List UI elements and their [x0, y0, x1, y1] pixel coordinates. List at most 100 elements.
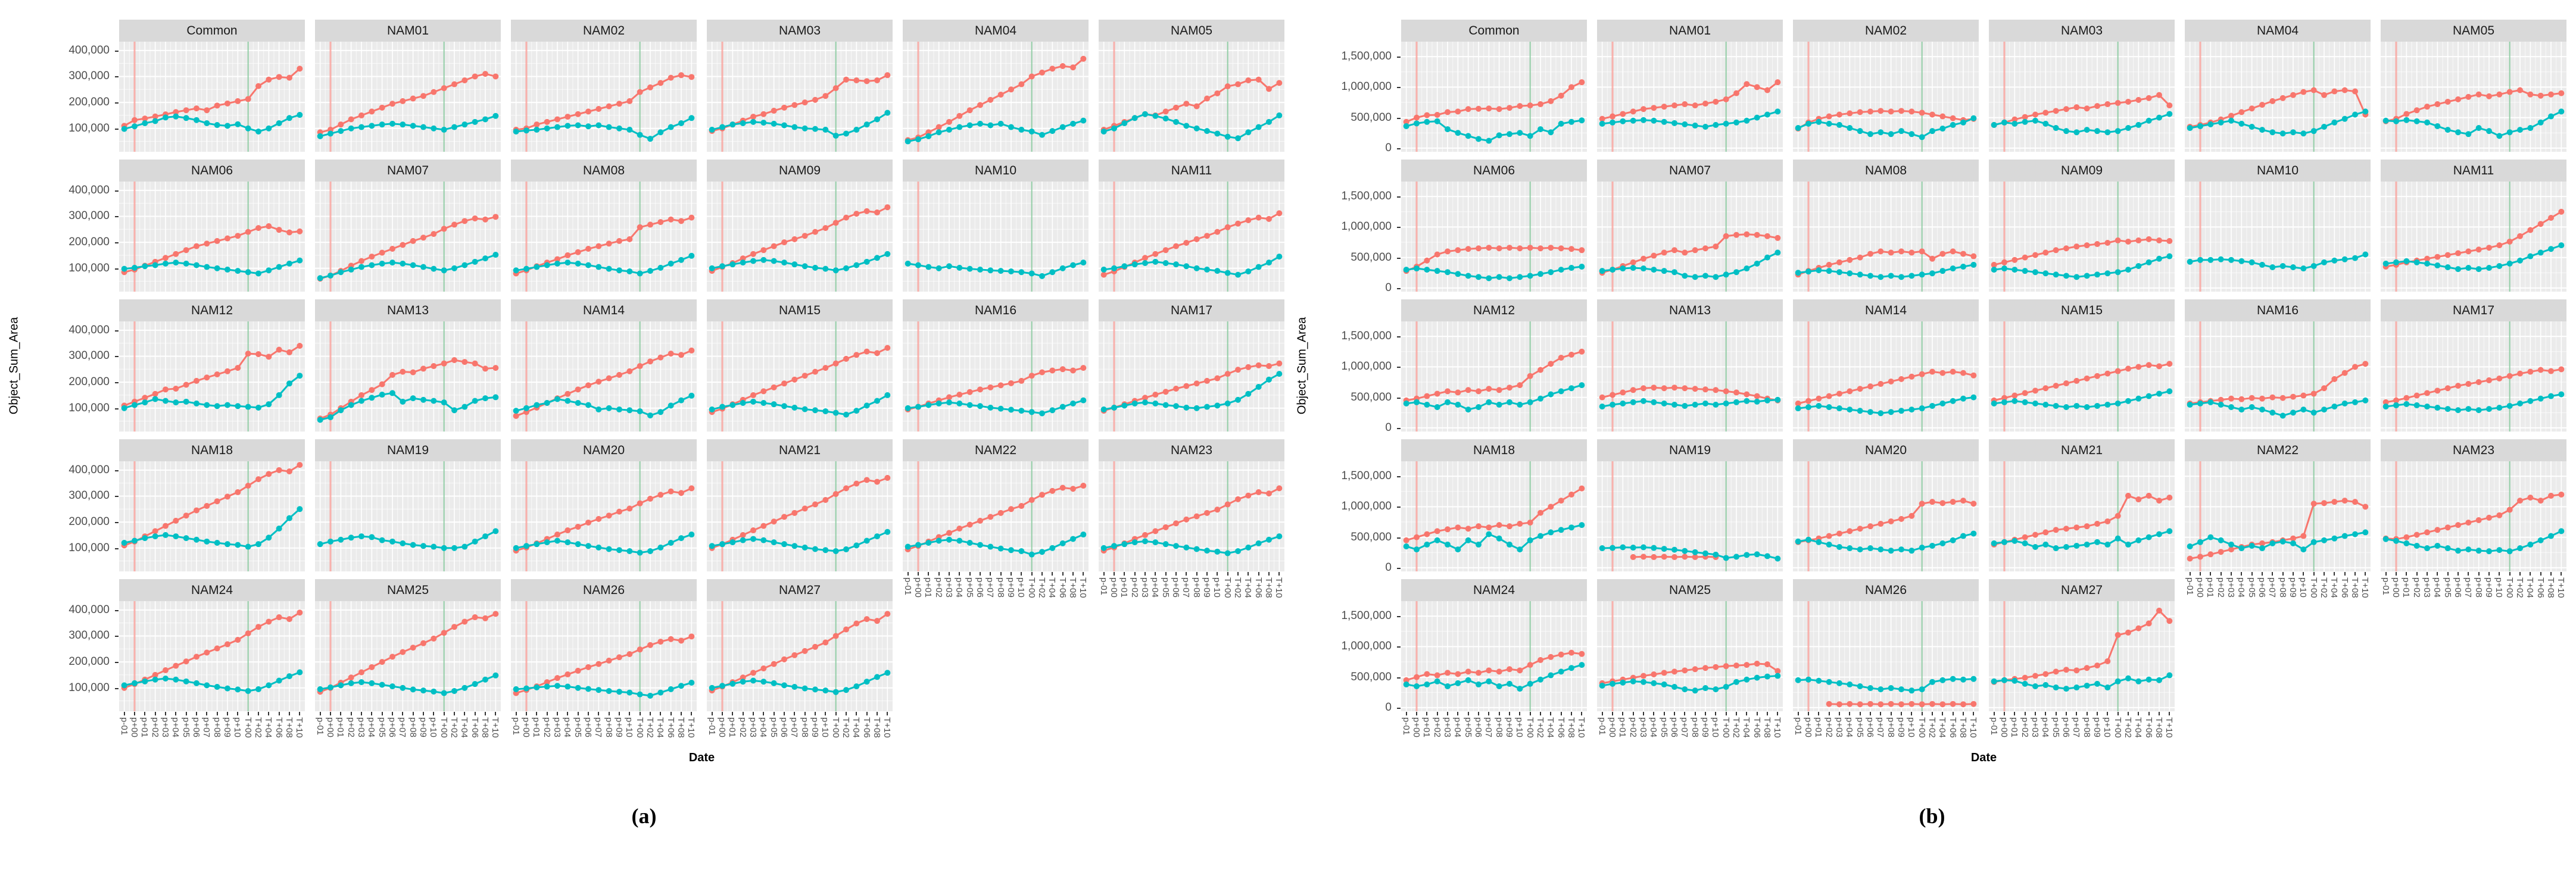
x-tick-label: T+02 [645, 717, 655, 738]
x-tick-label: p+06 [975, 577, 985, 598]
series-red-point [2341, 87, 2348, 93]
series-teal-point [1888, 131, 1894, 137]
series-red-point [1826, 261, 1832, 268]
facet-chart-svg [707, 321, 893, 432]
series-red-point [400, 368, 406, 375]
series-teal-point [1908, 273, 1915, 279]
x-tick-label: T+08 [2350, 577, 2360, 598]
series-teal-point [1671, 546, 1677, 553]
series-teal-point [2001, 539, 2007, 545]
series-red-point [1152, 392, 1159, 398]
facet-strip: NAM03 [1989, 20, 2175, 42]
series-red-point [389, 371, 395, 378]
facet-chart-svg [1401, 461, 1587, 571]
series-red-point [1641, 554, 1646, 560]
series-red-point [1641, 385, 1646, 392]
series-teal-point [966, 265, 973, 272]
series-red-point [2094, 521, 2100, 527]
series-red-point [2279, 395, 2286, 401]
series-red-point [1888, 108, 1894, 115]
series-red-point [1764, 661, 1770, 668]
series-red-point [832, 490, 839, 497]
series-teal-point [2341, 115, 2348, 122]
series-teal-point [915, 262, 921, 268]
series-teal-point [2218, 256, 2224, 262]
facet-strip-label: NAM21 [2060, 443, 2103, 457]
y-tick-mark [115, 190, 118, 192]
x-tick-mark [856, 712, 857, 715]
x-tick-label: p+00 [913, 577, 923, 598]
series-red-point [1919, 501, 1925, 507]
x-tick-mark [340, 712, 342, 715]
y-tick-mark [115, 102, 118, 104]
series-teal-point [647, 412, 653, 418]
series-teal-point [1527, 537, 1533, 543]
x-tick-label: p+09 [2484, 577, 2494, 598]
series-teal-point [1878, 274, 1884, 280]
series-teal-point [1579, 117, 1585, 124]
series-red-point [2207, 551, 2214, 558]
series-red-point [2537, 498, 2544, 504]
series-teal-point [1214, 402, 1221, 409]
facet-chart-svg [1099, 182, 1284, 292]
series-teal-point [2506, 129, 2513, 136]
series-red-point [2424, 529, 2430, 536]
facet-strip-label: NAM06 [191, 163, 233, 177]
x-tick-label: p+10 [2494, 577, 2505, 598]
x-tick-label: p+01 [727, 717, 738, 737]
x-tick-label: T+00 [1222, 577, 1233, 598]
y-tick-mark [115, 687, 118, 689]
series-red-point [1235, 81, 1241, 87]
series-red-point [235, 365, 241, 371]
series-red-point [781, 239, 787, 246]
facet-strip-label: NAM01 [1669, 23, 1711, 37]
x-tick-label: p+07 [789, 717, 800, 737]
series-red-point [513, 412, 519, 419]
series-red-point [1517, 667, 1523, 674]
series-red-point [637, 500, 643, 507]
series-teal-point [1558, 527, 1564, 533]
series-teal-point [1950, 398, 1956, 404]
x-tick-label: p+02 [1129, 577, 1140, 598]
series-teal-point [2352, 531, 2358, 537]
series-red-point [2496, 242, 2503, 249]
series-teal-point [832, 689, 839, 695]
series-teal-point [1235, 548, 1241, 554]
series-teal-point [2022, 268, 2028, 274]
series-red-point [2444, 524, 2451, 531]
series-teal-point [884, 529, 891, 535]
series-teal-point [152, 262, 158, 268]
x-tick-label: p+03 [1442, 717, 1452, 737]
series-red-point [595, 243, 602, 249]
series-teal-point [1142, 111, 1148, 117]
series-teal-point [2393, 402, 2399, 408]
x-tick-label: p+02 [149, 717, 160, 737]
series-teal-point [760, 679, 767, 685]
x-tick-label: p+07 [1483, 717, 1494, 737]
x-tick-label: p+03 [552, 717, 562, 737]
series-red-point [637, 89, 643, 95]
series-red-point [348, 116, 354, 123]
series-teal-point [472, 538, 478, 545]
series-teal-point [688, 115, 695, 121]
series-teal-point [874, 533, 880, 540]
series-red-point [173, 662, 179, 669]
series-teal-point [2032, 269, 2038, 276]
series-red-point [2084, 242, 2090, 249]
series-teal-point [1496, 132, 1502, 139]
x-tick-mark [2488, 572, 2490, 576]
x-tick-mark [1529, 712, 1531, 715]
series-red-point [585, 108, 591, 115]
series-red-point [1142, 395, 1148, 401]
series-red-point [1671, 247, 1677, 254]
x-tick-mark [1052, 572, 1053, 576]
facet-strip-label: NAM10 [2256, 163, 2299, 177]
series-red-point [2073, 104, 2080, 111]
series-red-point [276, 346, 282, 353]
series-red-point [1507, 385, 1512, 391]
series-red-point [966, 389, 973, 395]
facet-chart-svg [315, 321, 501, 432]
y-tick-mark [1397, 227, 1401, 229]
series-red-point [575, 523, 581, 530]
x-tick-mark [175, 712, 177, 715]
